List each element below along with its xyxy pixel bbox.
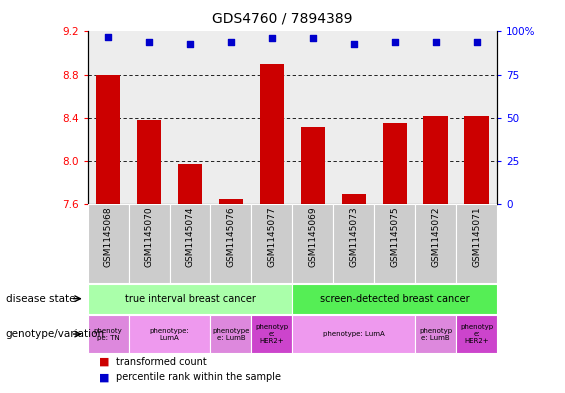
Bar	[415, 204, 457, 283]
Bar	[293, 204, 333, 283]
Bar	[137, 120, 162, 204]
Point	[431, 39, 440, 45]
Bar	[333, 31, 374, 204]
Bar	[374, 31, 415, 204]
Bar	[129, 204, 170, 283]
Text: GSM1145071: GSM1145071	[472, 207, 481, 267]
Bar	[219, 199, 244, 204]
Text: GSM1145070: GSM1145070	[145, 207, 154, 267]
Text: GDS4760 / 7894389: GDS4760 / 7894389	[212, 12, 353, 26]
Bar	[88, 31, 129, 204]
Text: phenotyp
e:
HER2+: phenotyp e: HER2+	[255, 324, 289, 344]
Bar	[383, 123, 407, 204]
Bar	[129, 31, 170, 204]
Point	[267, 35, 276, 42]
Bar	[374, 204, 415, 283]
Text: phenotype: LumA: phenotype: LumA	[323, 331, 385, 337]
Point	[185, 40, 194, 47]
Point	[145, 39, 154, 45]
Bar	[301, 127, 325, 204]
Bar	[424, 116, 448, 204]
Bar	[293, 31, 333, 204]
Point	[472, 39, 481, 45]
Point	[103, 33, 112, 40]
Bar	[211, 204, 251, 283]
Bar	[88, 284, 293, 314]
Bar	[415, 315, 457, 353]
Text: GSM1145076: GSM1145076	[227, 207, 236, 267]
Text: GSM1145075: GSM1145075	[390, 207, 399, 267]
Text: true interval breast cancer: true interval breast cancer	[124, 294, 255, 304]
Bar	[293, 284, 497, 314]
Text: genotype/variation: genotype/variation	[6, 329, 105, 339]
Text: ■: ■	[99, 372, 110, 382]
Bar	[211, 31, 251, 204]
Bar	[457, 31, 497, 204]
Text: GSM1145074: GSM1145074	[185, 207, 194, 267]
Bar	[170, 204, 210, 283]
Bar	[251, 204, 293, 283]
Text: GSM1145073: GSM1145073	[349, 207, 358, 267]
Bar	[260, 64, 284, 204]
Bar	[95, 75, 120, 204]
Text: phenotype:
LumA: phenotype: LumA	[150, 327, 189, 341]
Text: phenotyp
e: LumB: phenotyp e: LumB	[419, 327, 453, 341]
Text: GSM1145072: GSM1145072	[431, 207, 440, 267]
Bar	[415, 31, 457, 204]
Bar	[251, 31, 293, 204]
Text: phenotype
e: LumB: phenotype e: LumB	[212, 327, 250, 341]
Bar	[293, 315, 415, 353]
Point	[308, 35, 318, 42]
Text: GSM1145077: GSM1145077	[267, 207, 276, 267]
Bar	[177, 164, 202, 204]
Text: GSM1145069: GSM1145069	[308, 207, 318, 267]
Text: transformed count: transformed count	[116, 356, 207, 367]
Bar	[464, 116, 489, 204]
Bar	[457, 204, 497, 283]
Bar	[129, 315, 211, 353]
Bar	[457, 315, 497, 353]
Bar	[333, 204, 374, 283]
Bar	[251, 315, 293, 353]
Bar	[211, 315, 251, 353]
Text: disease state: disease state	[6, 294, 75, 304]
Point	[390, 39, 399, 45]
Text: phenotyp
e:
HER2+: phenotyp e: HER2+	[460, 324, 493, 344]
Point	[227, 39, 236, 45]
Bar	[170, 31, 210, 204]
Text: phenoty
pe: TN: phenoty pe: TN	[94, 327, 123, 341]
Bar	[88, 204, 129, 283]
Text: screen-detected breast cancer: screen-detected breast cancer	[320, 294, 470, 304]
Text: percentile rank within the sample: percentile rank within the sample	[116, 372, 281, 382]
Point	[349, 40, 358, 47]
Bar	[88, 315, 129, 353]
Text: ■: ■	[99, 356, 110, 367]
Text: GSM1145068: GSM1145068	[103, 207, 112, 267]
Bar	[341, 193, 366, 204]
